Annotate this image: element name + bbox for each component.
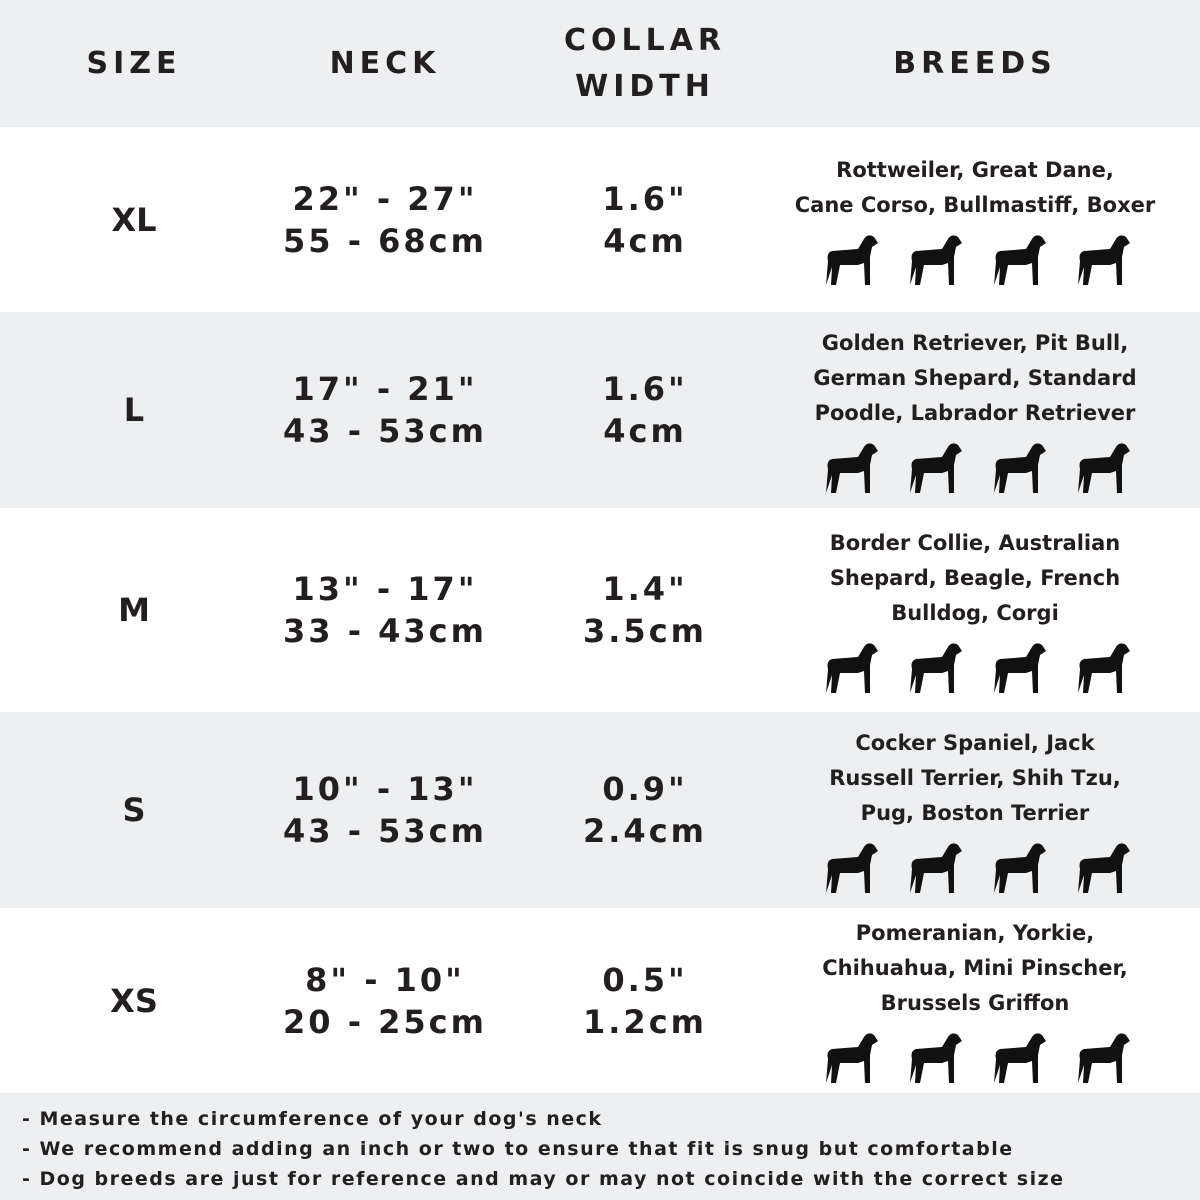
- poodle-icon: [994, 442, 1046, 493]
- collar-cm: 1.2cm: [583, 1002, 707, 1041]
- breeds-text: Cocker Spaniel, Jack: [855, 730, 1095, 755]
- dog-silhouettes: [818, 639, 1132, 695]
- pomeranian-icon: [826, 1033, 878, 1083]
- mini-pinscher-icon: [1078, 1033, 1130, 1083]
- neck-inches: 8" - 10": [305, 960, 465, 999]
- header-size: SIZE: [86, 45, 182, 81]
- header-neck: NECK: [329, 45, 441, 81]
- collar-cm: 4cm: [603, 412, 687, 450]
- border-collie-icon: [826, 642, 878, 693]
- french-bulldog-icon: [994, 642, 1046, 693]
- table-header: SIZE NECK COLLAR WIDTH BREEDS: [0, 0, 1200, 127]
- breeds-text: German Shepard, Standard: [813, 365, 1137, 390]
- yorkie-icon: [910, 1033, 962, 1083]
- size-label: S: [122, 791, 146, 829]
- breeds-text: Pomeranian, Yorkie,: [855, 921, 1095, 945]
- breeds-text: Cane Corso, Bullmastiff, Boxer: [794, 192, 1156, 217]
- jack-russell-icon: [910, 842, 962, 893]
- shih-tzu-icon: [994, 842, 1046, 893]
- breeds-text: Poodle, Labrador Retriever: [814, 400, 1136, 425]
- breeds-text: Rottweiler, Great Dane,: [836, 157, 1114, 182]
- collar-inches: 0.9": [602, 770, 688, 808]
- neck-cm: 33 - 43cm: [283, 612, 487, 650]
- breeds-text: Pug, Boston Terrier: [860, 800, 1090, 825]
- table-row: XS 8" - 10" 20 - 25cm 0.5" 1.2cm Pomerania…: [0, 908, 1200, 1093]
- table-row: S 10" - 13" 43 - 53cm 0.9" 2.4cm Cocker Sp…: [0, 712, 1200, 908]
- doberman-icon: [994, 234, 1046, 285]
- dog-silhouettes: [818, 231, 1132, 287]
- table-row: XL 22" - 27" 55 - 68cm 1.6" 4cm Rottweiler…: [0, 127, 1200, 312]
- beagle-icon: [910, 642, 962, 693]
- breeds-text: Bulldog, Corgi: [891, 600, 1059, 625]
- breeds-text: Chihuahua, Mini Pinscher,: [822, 956, 1128, 980]
- breeds-text: Brussels Griffon: [880, 991, 1070, 1015]
- neck-inches: 17" - 21": [292, 370, 478, 408]
- note: - Dog breeds are just for reference and …: [22, 1168, 1065, 1190]
- breeds-text: Border Collie, Australian: [829, 530, 1121, 555]
- golden-retriever-icon: [826, 442, 878, 493]
- great-dane-icon: [910, 234, 962, 285]
- chihuahua-icon: [994, 1033, 1046, 1083]
- breeds-text: Golden Retriever, Pit Bull,: [821, 330, 1129, 355]
- pug-icon: [1078, 842, 1130, 893]
- size-label: XL: [111, 200, 157, 239]
- dog-silhouettes: [818, 439, 1132, 495]
- collar-cm: 2.4cm: [583, 812, 707, 850]
- size-label: XS: [110, 981, 158, 1020]
- table-row: L 17" - 21" 43 - 53cm 1.6" 4cm Golden Retr…: [0, 312, 1200, 508]
- note: - We recommend adding an inch or two to …: [22, 1138, 1014, 1160]
- neck-cm: 43 - 53cm: [283, 812, 487, 850]
- collar-inches: 1.6": [602, 179, 688, 218]
- bullmastiff-icon: [1078, 234, 1130, 285]
- collar-inches: 1.6": [602, 370, 688, 408]
- labrador-icon: [910, 442, 962, 493]
- note: - Measure the circumference of your dog'…: [22, 1108, 603, 1130]
- corgi-icon: [1078, 642, 1130, 693]
- collar-cm: 3.5cm: [583, 612, 707, 650]
- neck-inches: 13" - 17": [292, 570, 478, 608]
- dog-silhouettes: [818, 839, 1132, 895]
- header-collar: COLLAR: [563, 22, 727, 58]
- breeds-text: Shepard, Beagle, French: [829, 565, 1121, 590]
- rottweiler-icon: [826, 234, 878, 285]
- size-label: M: [118, 591, 150, 629]
- collar-inches: 1.4": [602, 570, 688, 608]
- neck-cm: 20 - 25cm: [283, 1002, 487, 1041]
- cocker-spaniel-icon: [826, 842, 878, 893]
- neck-inches: 10" - 13": [292, 770, 478, 808]
- neck-cm: 55 - 68cm: [283, 221, 487, 260]
- neck-inches: 22" - 27": [292, 179, 478, 218]
- header-width: WIDTH: [575, 68, 715, 104]
- neck-cm: 43 - 53cm: [283, 412, 487, 450]
- notes-section: [0, 1093, 1200, 1200]
- table-row: M 13" - 17" 33 - 43cm 1.4" 3.5cm Border Co…: [0, 508, 1200, 712]
- header-breeds: BREEDS: [893, 45, 1057, 81]
- breeds-text: Russell Terrier, Shih Tzu,: [829, 765, 1121, 790]
- collar-cm: 4cm: [603, 221, 687, 260]
- notes: - Measure the circumference of your dog'…: [22, 1104, 1065, 1194]
- german-shepherd-icon: [1078, 442, 1130, 493]
- size-label: L: [123, 391, 145, 429]
- collar-inches: 0.5": [602, 960, 688, 999]
- dog-silhouettes: [818, 1029, 1132, 1085]
